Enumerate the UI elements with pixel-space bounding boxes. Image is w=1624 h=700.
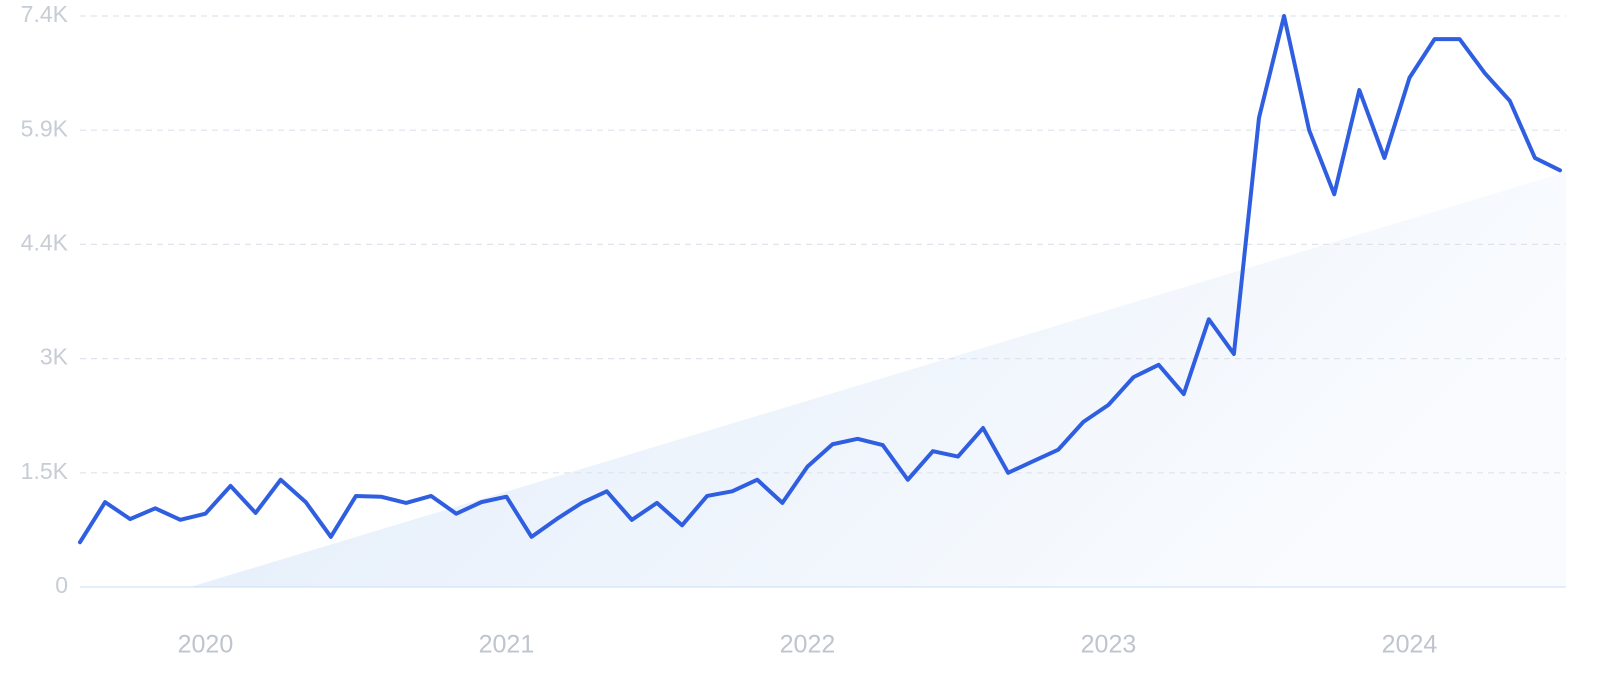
trend-area <box>190 172 1566 587</box>
x-tick-label: 2020 <box>178 631 234 659</box>
x-tick-label: 2021 <box>479 631 535 659</box>
y-tick-label: 0 <box>55 572 68 598</box>
y-tick-label: 4.4K <box>21 229 69 255</box>
y-tick-label: 5.9K <box>21 115 69 141</box>
line <box>78 14 1562 545</box>
x-tick-label: 2022 <box>780 631 836 659</box>
y-tick-label: 3K <box>40 344 69 370</box>
y-tick-label: 1.5K <box>21 458 69 484</box>
x-tick-label: 2023 <box>1081 631 1137 659</box>
y-tick-label: 7.4K <box>21 1 69 27</box>
x-tick-label: 2024 <box>1382 631 1438 659</box>
